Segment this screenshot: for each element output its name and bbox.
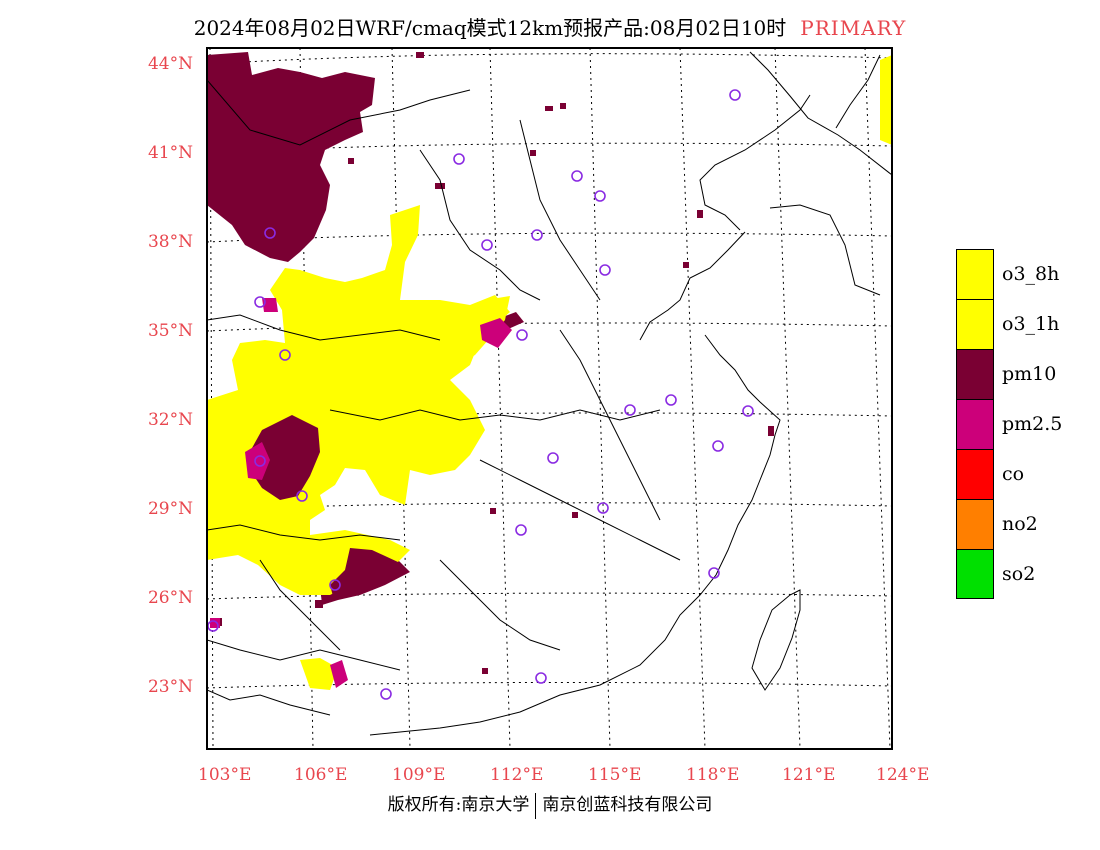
lon-label-115e: 115°E	[588, 765, 642, 785]
lon-label-109e: 109°E	[392, 765, 446, 785]
legend-swatch	[956, 399, 994, 449]
copyright-footer: 版权所有:南京大学 南京创蓝科技有限公司	[0, 790, 1100, 819]
legend-swatch	[956, 349, 994, 399]
lon-label-124e: 124°E	[876, 765, 930, 785]
map-frame	[206, 47, 893, 750]
legend-swatch	[956, 499, 994, 549]
product-code: PRIMARY	[800, 16, 907, 40]
lat-label-29n: 29°N	[147, 499, 193, 519]
lat-label-35n: 35°N	[147, 321, 193, 341]
lat-label-23n: 23°N	[147, 677, 193, 697]
lat-label-32n: 32°N	[147, 410, 193, 430]
lon-label-121e: 121°E	[782, 765, 836, 785]
legend-label: pm2.5	[1002, 413, 1063, 435]
chart-title: 2024年08月02日WRF/cmaq模式12km预报产品:08月02日10时 P…	[0, 12, 1100, 41]
legend-label: co	[1002, 463, 1025, 485]
stations	[207, 89, 754, 700]
legend-swatch	[956, 549, 994, 599]
legend-label: o3_8h	[1002, 263, 1060, 285]
legend-swatch	[956, 449, 994, 499]
legend-swatch	[956, 299, 994, 349]
legend-swatch	[956, 249, 994, 299]
lat-label-44n: 44°N	[147, 54, 193, 74]
lon-label-112e: 112°E	[490, 765, 544, 785]
legend-label: no2	[1002, 513, 1038, 535]
lon-label-118e: 118°E	[686, 765, 740, 785]
boundaries	[207, 51, 892, 736]
legend-label: o3_1h	[1002, 313, 1060, 335]
pm25-area	[210, 298, 512, 688]
footer-divider	[535, 792, 537, 819]
legend-label: pm10	[1002, 363, 1057, 385]
lon-label-106e: 106°E	[294, 765, 348, 785]
title-main: 2024年08月02日WRF/cmaq模式12km预报产品:08月02日10时	[193, 16, 787, 40]
pm10-overlay	[250, 415, 405, 600]
copyright-owner: 版权所有:南京大学	[387, 795, 530, 815]
lon-label-103e: 103°E	[198, 765, 252, 785]
legend-label: so2	[1002, 563, 1036, 585]
lat-label-26n: 26°N	[147, 588, 193, 608]
copyright-company: 南京创蓝科技有限公司	[542, 795, 713, 815]
lat-label-41n: 41°N	[147, 143, 193, 163]
lat-label-38n: 38°N	[147, 232, 193, 252]
